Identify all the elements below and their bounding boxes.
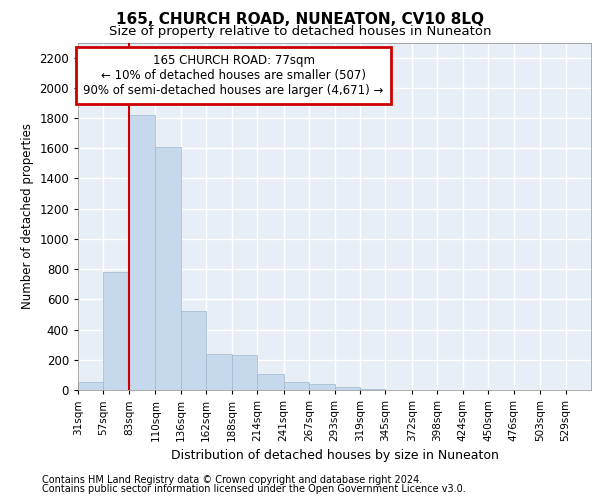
Bar [103, 272, 129, 390]
Bar [206, 354, 232, 390]
Bar [181, 312, 206, 390]
Bar [309, 384, 335, 390]
Bar [129, 115, 155, 390]
Bar [78, 382, 103, 390]
Text: Contains public sector information licensed under the Open Government Licence v3: Contains public sector information licen… [42, 484, 466, 494]
Bar [360, 389, 385, 390]
Text: 165 CHURCH ROAD: 77sqm
← 10% of detached houses are smaller (507)
90% of semi-de: 165 CHURCH ROAD: 77sqm ← 10% of detached… [83, 54, 384, 97]
Bar [257, 374, 284, 390]
Bar [335, 387, 360, 390]
Text: 165, CHURCH ROAD, NUNEATON, CV10 8LQ: 165, CHURCH ROAD, NUNEATON, CV10 8LQ [116, 12, 484, 28]
Y-axis label: Number of detached properties: Number of detached properties [20, 123, 34, 309]
X-axis label: Distribution of detached houses by size in Nuneaton: Distribution of detached houses by size … [170, 450, 499, 462]
Bar [155, 147, 181, 390]
Bar [284, 382, 309, 390]
Text: Size of property relative to detached houses in Nuneaton: Size of property relative to detached ho… [109, 25, 491, 38]
Text: Contains HM Land Registry data © Crown copyright and database right 2024.: Contains HM Land Registry data © Crown c… [42, 475, 422, 485]
Bar [232, 355, 257, 390]
